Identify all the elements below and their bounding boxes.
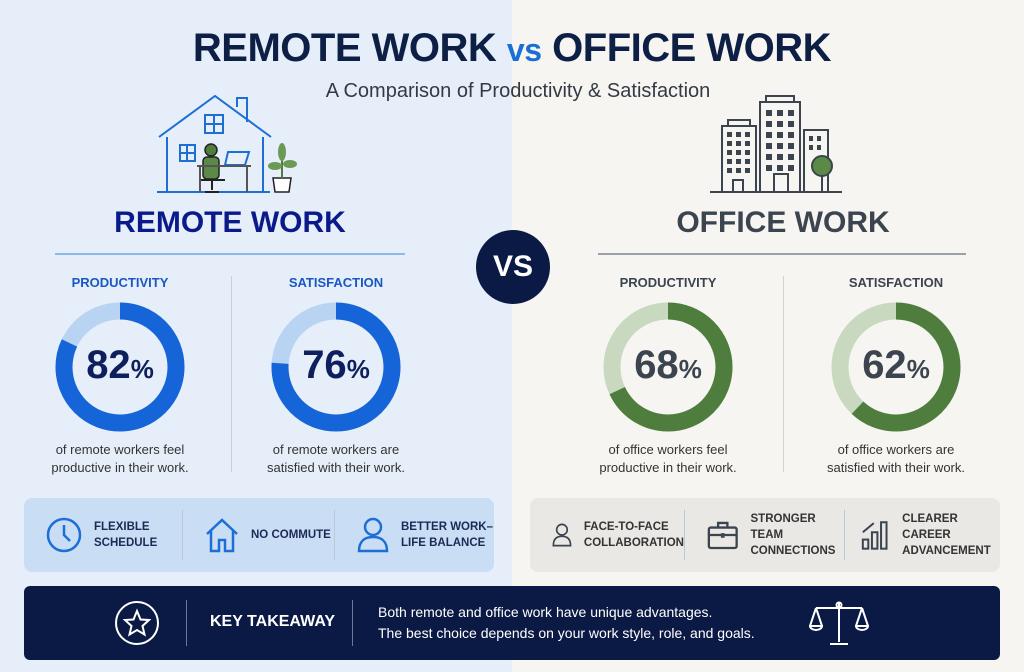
donut-fill <box>271 302 401 432</box>
office-metric-divider <box>783 276 784 472</box>
feature-career-advancement: CLEARER CAREER ADVANCEMENT <box>844 510 1000 560</box>
feature-line: STRONGER TEAM <box>750 513 816 541</box>
takeaway-line: The best choice depends on your work sty… <box>378 625 755 641</box>
remote-metric-label: SATISFACTION <box>288 275 384 290</box>
remote-satisfaction-donut <box>271 302 401 432</box>
feature-line: NO COMMUTE <box>251 529 331 541</box>
title-vs: vs <box>506 32 542 68</box>
key-takeaway-text: Both remote and office work have unique … <box>378 602 755 644</box>
feature-team-connections: STRONGER TEAM CONNECTIONS <box>684 510 844 560</box>
home-office-icon <box>157 94 297 193</box>
feature-line: CLEARER CAREER <box>902 513 958 541</box>
remote-heading: REMOTE WORK <box>114 206 346 239</box>
person-icon <box>357 517 389 553</box>
office-metric-label: PRODUCTIVITY <box>619 275 717 290</box>
desc-line: of remote workers are <box>272 442 400 457</box>
title-left: REMOTE WORK <box>192 26 497 70</box>
remote-productivity-donut <box>55 302 185 432</box>
office-metric-desc: of office workers are satisfied with thei… <box>786 441 1006 477</box>
office-metric-value: 68% <box>598 343 738 388</box>
house-icon <box>206 518 238 553</box>
feature-line: BETTER WORK– <box>401 521 493 533</box>
feature-line: CONNECTIONS <box>750 545 836 557</box>
banner-divider <box>186 600 187 646</box>
desc-line: of office workers feel <box>608 442 728 457</box>
value-unit: % <box>906 354 930 384</box>
feature-line: ADVANCEMENT <box>902 545 991 557</box>
value-number: 68 <box>634 343 679 387</box>
desc-line: satisfied with their work. <box>827 460 965 475</box>
clock-icon <box>46 517 82 553</box>
briefcase-icon <box>707 521 738 550</box>
office-metric-label: SATISFACTION <box>848 275 944 290</box>
feature-line: FACE-TO-FACE <box>583 521 669 533</box>
donut-fill <box>831 302 961 432</box>
vs-badge: VS <box>476 230 550 304</box>
feature-face-to-face: FACE-TO-FACE COLLABORATION <box>530 510 684 560</box>
page-title: REMOTE WORK vs OFFICE WORK <box>0 26 1024 71</box>
bar-chart-icon <box>861 521 888 550</box>
value-number: 62 <box>862 343 907 387</box>
desc-line: productive in their work. <box>599 460 737 475</box>
value-unit: % <box>678 354 702 384</box>
person-icon <box>552 523 572 547</box>
value-unit: % <box>130 354 154 384</box>
feature-work-life-balance: BETTER WORK– LIFE BALANCE <box>334 510 494 560</box>
donut-fill <box>55 302 185 432</box>
scales-icon <box>808 601 870 645</box>
value-number: 82 <box>86 343 131 387</box>
star-icon <box>115 601 159 645</box>
desc-line: productive in their work. <box>51 460 189 475</box>
office-productivity-donut <box>603 302 733 432</box>
office-features-panel: FACE-TO-FACE COLLABORATION STRONGER TEAM C… <box>530 498 1000 572</box>
desc-line: of office workers are <box>837 442 955 457</box>
remote-metric-value: 76% <box>266 343 406 388</box>
feature-line: COLLABORATION <box>583 537 684 549</box>
value-unit: % <box>346 354 370 384</box>
value-number: 76 <box>302 343 347 387</box>
feature-flexible-schedule: FLEXIBLE SCHEDULE <box>24 510 182 560</box>
remote-metric-divider <box>231 276 232 472</box>
feature-line: FLEXIBLE <box>94 521 150 533</box>
office-satisfaction-donut <box>831 302 961 432</box>
remote-divider <box>55 253 405 255</box>
remote-metric-desc: of remote workers feel productive in thei… <box>10 441 230 477</box>
subtitle: A Comparison of Productivity & Satisfact… <box>325 80 711 102</box>
banner-divider <box>352 600 353 646</box>
office-building-icon <box>710 95 842 193</box>
feature-line: SCHEDULE <box>94 537 158 549</box>
title-right: OFFICE WORK <box>552 26 832 70</box>
feature-line: LIFE BALANCE <box>401 537 486 549</box>
remote-metric-value: 82% <box>50 343 190 388</box>
remote-metric-label: PRODUCTIVITY <box>71 275 169 290</box>
remote-metric-desc: of remote workers are satisfied with thei… <box>226 441 446 477</box>
key-takeaway-label: KEY TAKEAWAY <box>210 613 336 630</box>
office-divider <box>598 253 966 255</box>
office-heading: OFFICE WORK <box>676 206 890 239</box>
office-metric-desc: of office workers feel productive in thei… <box>558 441 778 477</box>
remote-features-panel: FLEXIBLE SCHEDULE NO COMMUTE BETTER WORK–… <box>24 498 494 572</box>
donut-fill <box>603 302 733 432</box>
office-metric-value: 62% <box>826 343 966 388</box>
desc-line: satisfied with their work. <box>267 460 405 475</box>
desc-line: of remote workers feel <box>55 442 185 457</box>
takeaway-line: Both remote and office work have unique … <box>378 604 713 620</box>
key-takeaway-banner: KEY TAKEAWAY Both remote and office work… <box>24 586 1000 660</box>
feature-no-commute: NO COMMUTE <box>182 510 334 560</box>
